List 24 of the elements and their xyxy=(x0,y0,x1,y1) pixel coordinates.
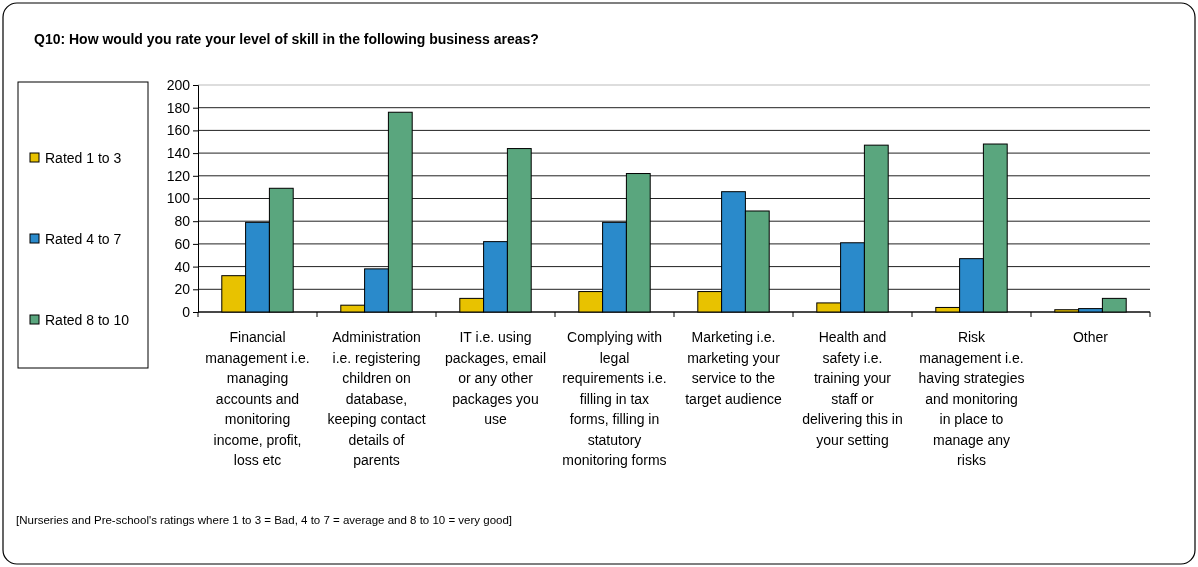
y-tick-label: 200 xyxy=(166,76,191,93)
y-tick-label: 120 xyxy=(166,167,191,184)
x-tick-label: Risk management i.e. having strategies and monitoring in place to manage any risks xyxy=(918,329,1025,468)
y-tick-label: 40 xyxy=(174,258,191,275)
y-tick-label: 100 xyxy=(166,190,191,207)
y-tick-label: 20 xyxy=(174,281,191,298)
y-tick-label: 140 xyxy=(166,145,191,162)
legend-label: Rated 1 to 3 xyxy=(45,150,122,166)
y-tick-label: 60 xyxy=(174,235,191,252)
x-tick-label: Marketing i.e. marketing your service to the target audience xyxy=(685,329,782,407)
chart-title: Q10: How would you rate your level of skill in the following business areas? xyxy=(34,31,539,47)
x-tick-label: Complying with legal requirements i.e. filling in tax forms, filling in statutory monitoring forms xyxy=(562,329,667,468)
x-tick-label: IT i.e. using packages, email or any other packages you use xyxy=(444,329,547,427)
x-tick-label: Administration i.e. registering children on database, keeping contact details of parents xyxy=(327,329,426,468)
y-tick-label: 80 xyxy=(174,213,191,230)
x-tick-label: Health and safety i.e. training your staff or delivering this in your setting xyxy=(802,329,903,448)
text: [Nurseries and Pre-school's ratings where 1 to 3 = Bad, 4 to 7 = average and 8 to 10 = very good] xyxy=(16,514,513,526)
y-tick-label: 160 xyxy=(166,122,191,139)
x-tick-label: Other xyxy=(1072,329,1109,345)
legend-label: Rated 4 to 7 xyxy=(45,231,122,247)
y-tick-label: 180 xyxy=(166,99,191,116)
x-tick-label: Financial management i.e. managing accounts and monitoring income, profit, loss etc xyxy=(205,329,310,468)
y-tick-label: 0 xyxy=(182,303,191,320)
legend-label: Rated 8 to 10 xyxy=(45,312,130,328)
